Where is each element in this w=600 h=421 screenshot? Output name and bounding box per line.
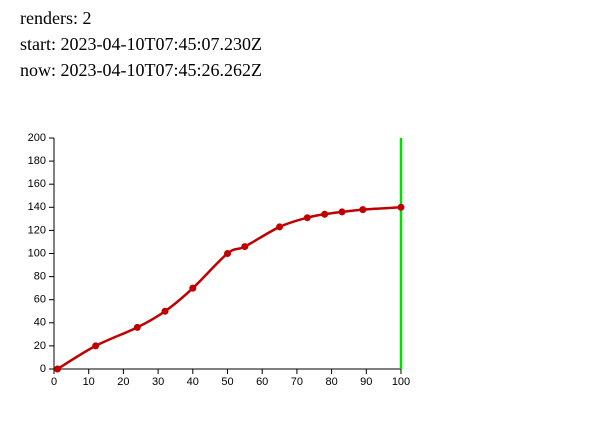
x-tick-label: 40 [187,376,199,388]
data-point [133,323,141,331]
y-tick-label: 20 [34,340,46,352]
y-tick-label: 100 [28,247,46,259]
x-tick-label: 90 [360,376,372,388]
x-tick-label: 50 [221,376,233,388]
data-point [92,342,100,350]
data-point [397,203,405,211]
data-point [53,365,61,373]
y-tick-label: 0 [40,363,46,375]
data-point [161,307,169,315]
y-tick-label: 160 [28,178,46,190]
data-point [303,214,311,222]
data-point [338,208,346,216]
y-tick-label: 200 [28,132,46,144]
renders-text: renders: 2 [20,8,92,28]
x-tick-label: 70 [291,376,303,388]
data-point [276,223,284,231]
start-text: start: 2023-04-10T07:45:07.230Z [20,34,262,54]
x-tick-label: 100 [392,376,410,388]
x-tick-label: 80 [325,376,337,388]
y-tick-label: 60 [34,294,46,306]
data-line [56,206,402,371]
y-tick-label: 180 [28,155,46,167]
data-point [224,250,231,257]
y-tick-label: 140 [28,201,46,213]
data-point [321,210,329,218]
x-tick-label: 60 [256,376,268,388]
x-tick-label: 10 [83,376,95,388]
x-tick-label: 30 [152,376,164,388]
now-text: now: 2023-04-10T07:45:26.262Z [20,60,262,80]
y-tick-label: 40 [34,317,46,329]
data-point [241,243,249,251]
x-tick-label: 0 [51,376,57,388]
data-point [189,284,197,292]
data-point [359,206,367,214]
y-tick-label: 80 [34,271,46,283]
y-tick-label: 120 [28,224,46,236]
x-tick-label: 20 [117,376,129,388]
